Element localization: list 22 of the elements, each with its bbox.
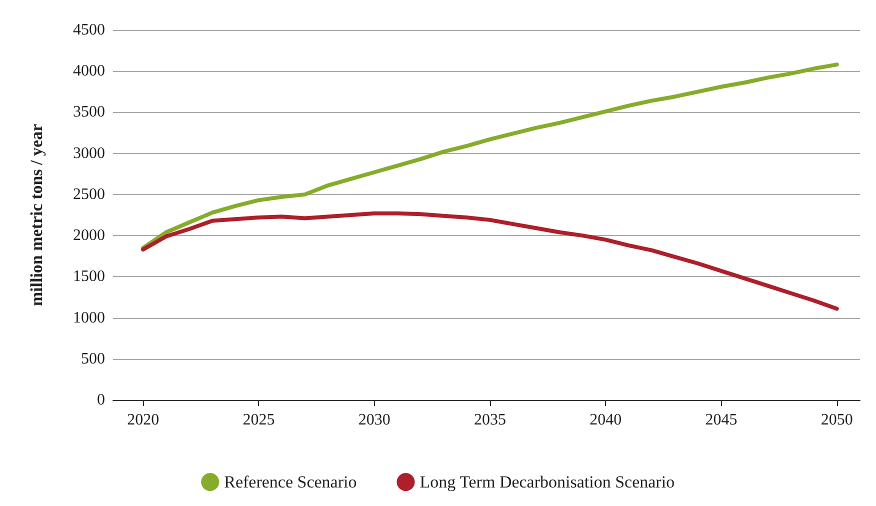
- y-tick-label: 4000: [73, 62, 105, 80]
- x-tick-label: 2045: [705, 412, 738, 428]
- x-tick-label: 2025: [242, 412, 275, 428]
- line-series: [141, 211, 839, 311]
- y-tick-label: 1000: [73, 309, 105, 326]
- x-tick-label: 2020: [127, 412, 160, 428]
- x-tick-label: 2050: [820, 412, 853, 428]
- y-tick-label: 2000: [73, 227, 105, 244]
- y-tick-label: 0: [97, 392, 105, 408]
- y-axis-title: million metric tons / year: [27, 123, 46, 306]
- y-tick-label: 3500: [73, 104, 105, 121]
- y-tick-label: 3000: [73, 144, 105, 162]
- y-tick-label: 4500: [73, 22, 105, 38]
- legend-label: Long Term Decarbonisation Scenario: [420, 472, 675, 492]
- x-tick-label: 2030: [358, 412, 390, 428]
- y-tick-label: 500: [81, 350, 105, 368]
- y-tick-label: 1500: [73, 268, 105, 286]
- line-series: [141, 62, 839, 250]
- x-tick-label: 2035: [474, 412, 506, 428]
- y-tick-label: 2500: [73, 186, 105, 203]
- x-tick-label: 2040: [590, 412, 622, 428]
- legend-label: Reference Scenario: [224, 472, 357, 492]
